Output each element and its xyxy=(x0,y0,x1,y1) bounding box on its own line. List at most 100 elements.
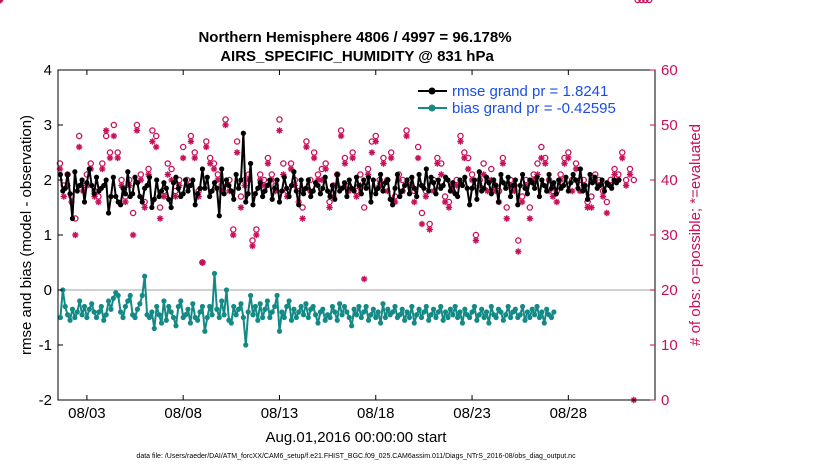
asterisk-stroke xyxy=(419,221,425,227)
rmse-point xyxy=(520,171,526,178)
bias-point xyxy=(397,312,403,318)
obs-possible-marker xyxy=(310,149,318,156)
asterisk-stroke xyxy=(122,199,129,205)
bias-point xyxy=(146,314,153,321)
rmse-point xyxy=(89,182,95,189)
legend-bias-label: bias grand pr = -0.42595 xyxy=(452,100,616,117)
rmse-point xyxy=(195,191,201,197)
asterisk-stroke xyxy=(588,204,595,211)
bias-point xyxy=(421,309,427,315)
bias-point xyxy=(353,312,360,318)
rmse-point xyxy=(423,166,429,172)
bias-point xyxy=(209,312,215,318)
obs-possible-marker xyxy=(360,204,368,211)
rmse-point xyxy=(486,180,492,186)
asterisk-stroke xyxy=(573,166,579,172)
asterisk-stroke xyxy=(265,160,271,167)
rmse-point xyxy=(139,199,145,205)
obs-possible-marker xyxy=(464,154,472,162)
asterisk-stroke xyxy=(72,232,79,238)
rmse-point xyxy=(86,166,92,172)
obs-evaluated-marker xyxy=(380,160,387,167)
rmse-point xyxy=(81,199,88,205)
rmse-point xyxy=(272,185,278,191)
rmse-point xyxy=(117,202,124,208)
rmse-point xyxy=(512,177,518,183)
plot-frame xyxy=(57,69,656,401)
asterisk-stroke xyxy=(426,226,433,233)
obs-possible-marker xyxy=(499,154,507,162)
rmse-point xyxy=(445,177,451,183)
bias-point xyxy=(293,314,299,321)
obs-evaluated-marker xyxy=(60,193,67,200)
obs-evaluated-marker xyxy=(603,209,611,217)
asterisk-stroke xyxy=(111,133,117,139)
rmse-point xyxy=(426,188,432,194)
obs-possible-marker xyxy=(622,176,630,184)
asterisk-stroke xyxy=(484,188,491,194)
obs-possible-marker xyxy=(237,193,245,200)
rmse-point xyxy=(532,185,538,191)
asterisk-stroke xyxy=(134,127,140,134)
rmse-point xyxy=(79,177,85,183)
bias-point xyxy=(166,303,172,310)
bias-point xyxy=(264,298,271,304)
asterisk-stroke xyxy=(303,144,310,150)
obs-possible-marker xyxy=(287,160,295,167)
rmse-point xyxy=(365,174,372,180)
bias-point xyxy=(469,309,475,315)
bias-point xyxy=(344,309,350,315)
rmse-point xyxy=(609,185,615,191)
obs-evaluated-marker xyxy=(149,138,156,145)
rmse-point xyxy=(322,174,328,180)
bias-point xyxy=(154,303,160,310)
asterisk-stroke xyxy=(280,171,287,178)
bias-point xyxy=(479,306,485,312)
asterisk-stroke xyxy=(403,133,410,139)
rmse-point xyxy=(293,188,299,194)
bias-point xyxy=(120,314,126,321)
rmse-point xyxy=(370,177,376,183)
bias-point xyxy=(462,306,468,312)
bias-point xyxy=(142,273,148,279)
asterisk-stroke xyxy=(276,127,283,134)
rmse-point xyxy=(216,213,222,219)
asterisk-stroke xyxy=(473,237,479,244)
bias-point xyxy=(428,312,434,318)
rmse-point xyxy=(223,177,230,183)
bias-point xyxy=(190,301,196,307)
asterisk-stroke xyxy=(411,199,418,205)
obs-possible-marker xyxy=(515,237,522,244)
rmse-point xyxy=(544,188,550,194)
legend-bias-marker xyxy=(428,104,436,112)
rmse-point xyxy=(392,185,398,191)
rmse-point xyxy=(211,180,218,186)
bias-point xyxy=(228,320,234,326)
rmse-point xyxy=(231,196,237,202)
bias-point xyxy=(117,309,124,315)
obs-evaluated-marker xyxy=(164,171,171,178)
rmse-point xyxy=(493,182,499,189)
rmse-point xyxy=(536,193,543,200)
bias-point xyxy=(430,306,437,312)
obs-possible-marker xyxy=(380,154,387,162)
obs-evaluated-marker xyxy=(438,171,445,178)
bias-point xyxy=(202,328,208,334)
obs-possible-marker xyxy=(434,154,441,162)
bias-point xyxy=(77,298,83,304)
asterisk-stroke xyxy=(230,232,237,238)
rmse-point xyxy=(503,185,509,191)
obs-evaluated-marker xyxy=(422,193,430,200)
asterisk-stroke xyxy=(380,160,387,167)
obs-possible-marker xyxy=(203,138,210,145)
obs-evaluated-marker xyxy=(518,198,526,206)
obs-evaluated-marker xyxy=(106,154,114,162)
rmse-point xyxy=(358,191,364,197)
obs-possible-marker xyxy=(480,160,487,167)
obs-possible-marker xyxy=(206,154,214,162)
obs-possible-marker xyxy=(87,160,94,167)
rmse-point xyxy=(498,171,504,178)
bias-point xyxy=(245,309,251,315)
obs-evaluated-marker xyxy=(233,149,241,156)
obs-possible-marker xyxy=(253,226,260,233)
